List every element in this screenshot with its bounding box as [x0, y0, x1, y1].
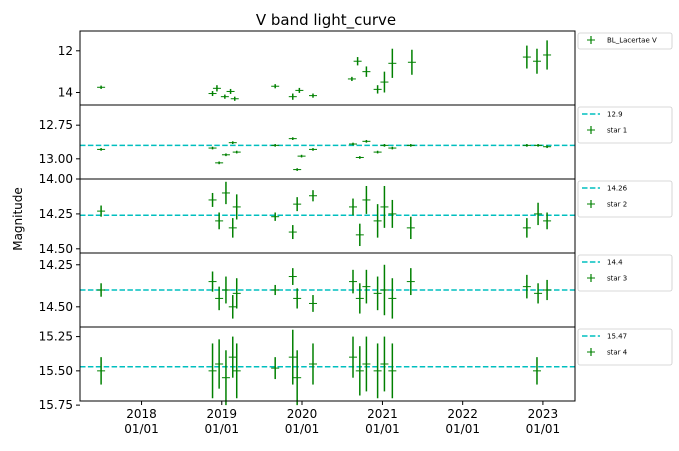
legend-star4: 15.47 star 4: [577, 328, 673, 366]
legend-series-label: BL_Lacertae V: [607, 37, 657, 45]
y-tick-label: 15.50: [39, 364, 73, 378]
x-tick-label-date: 01/01: [526, 422, 561, 436]
y-tick-label: 14.50: [39, 242, 73, 256]
panel-star1: 12.75 13.00 12.9 star 1: [39, 104, 673, 180]
x-tick-label-year: 2021: [367, 407, 398, 421]
panel-frame: [79, 326, 576, 402]
x-tick-label-date: 01/01: [124, 422, 159, 436]
panel-star2: 14.00 14.25 14.50 14.26 star 2: [39, 172, 673, 256]
legend-series-label: star 1: [607, 127, 627, 135]
y-tick-label: 14.25: [39, 207, 73, 221]
chart-title: V band light_curve: [256, 11, 396, 30]
panel-background: [80, 327, 575, 401]
y-tick-label: 14.00: [39, 172, 73, 186]
y-tick-label: 14.50: [39, 300, 73, 314]
legend-series-label: star 3: [607, 275, 627, 283]
y-tick-label: 13.00: [39, 152, 73, 166]
x-tick-label-year: 2023: [528, 407, 559, 421]
x-tick-label-year: 2022: [447, 407, 478, 421]
legend-box: [577, 254, 673, 292]
legend-reference-label: 15.47: [607, 333, 627, 341]
panel-background: [80, 31, 575, 105]
y-tick-label: 15.25: [39, 330, 73, 344]
x-tick-label-date: 01/01: [285, 422, 320, 436]
legend-box: [577, 106, 673, 144]
y-tick-label: 12: [58, 44, 73, 58]
x-tick-label-date: 01/01: [445, 422, 480, 436]
x-tick-label-year: 2020: [287, 407, 318, 421]
legend-box: [577, 32, 673, 50]
x-tick-label-year: 2018: [126, 407, 157, 421]
panel-bl_lac: 12 14 BL_Lacertae V: [58, 30, 673, 106]
legend-series-label: star 4: [607, 349, 628, 357]
panel-star3: 14.25 14.50 14.4 star 3: [39, 252, 673, 328]
x-axis: 201801/01201901/01202001/01202101/012022…: [124, 401, 560, 436]
legend-bl_lac: BL_Lacertae V: [577, 32, 673, 50]
y-tick-label: 12.75: [39, 118, 73, 132]
y-axis-label: Magnitude: [11, 187, 25, 251]
legend-box: [577, 328, 673, 366]
legend-star2: 14.26 star 2: [577, 180, 673, 218]
legend-star1: 12.9 star 1: [577, 106, 673, 144]
legend-reference-label: 12.9: [607, 111, 623, 119]
x-tick-label-date: 01/01: [204, 422, 239, 436]
legend-reference-label: 14.4: [607, 259, 623, 267]
legend-box: [577, 180, 673, 218]
legend-star3: 14.4 star 3: [577, 254, 673, 292]
panels-group: 12 14 BL_Lacertae V 12.75 13.00 12.9 star 1 14.…: [39, 30, 673, 412]
y-tick-label: 15.75: [39, 398, 73, 412]
panel-background: [80, 105, 575, 179]
legend-reference-label: 14.26: [607, 185, 628, 193]
x-tick-label-year: 2019: [207, 407, 238, 421]
x-tick-label-date: 01/01: [365, 422, 400, 436]
y-tick-label: 14.25: [39, 258, 73, 272]
panel-star4: 15.25 15.50 15.75 15.47 star 4: [39, 326, 673, 412]
legend-series-label: star 2: [607, 201, 627, 209]
y-tick-label: 14: [58, 85, 73, 99]
